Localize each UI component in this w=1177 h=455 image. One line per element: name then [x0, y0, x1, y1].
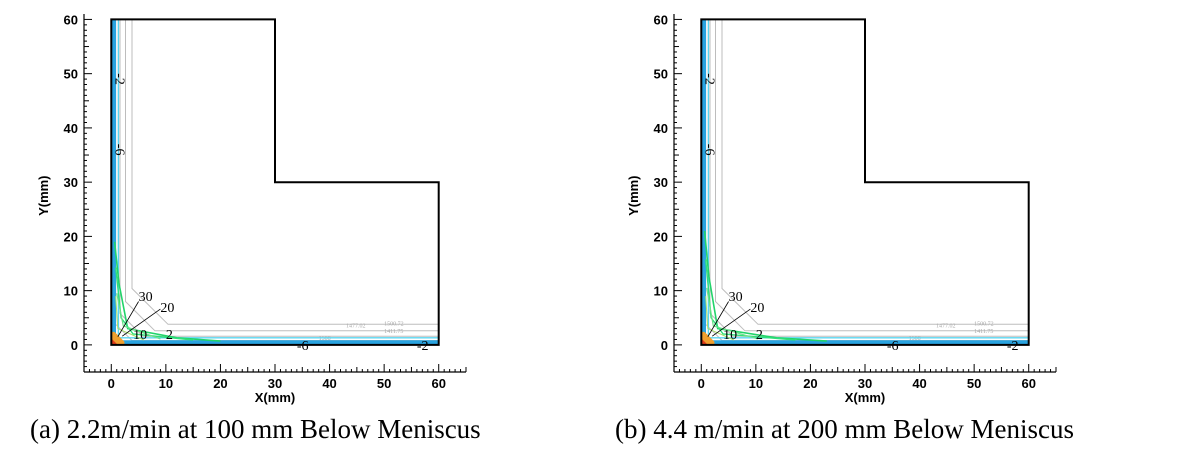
leader-line [121, 308, 161, 337]
x-tick-label: 0 [108, 376, 115, 391]
contour-label: 10 [723, 328, 737, 343]
green-contour [116, 293, 161, 340]
x-tick-label: 10 [749, 376, 763, 391]
x-tick-label: 10 [159, 376, 173, 391]
y-tick-label: 50 [64, 67, 78, 82]
contour-plot-a: 0 10 20 30 40 50 60 0 10 20 30 40 50 60 X(mm) Y(mm) 1477… [36, 12, 467, 405]
caption-a: (a) 2.2m/min at 100 mm Below Meniscus [30, 414, 481, 444]
green-contour [113, 241, 221, 342]
y-tick-label: 0 [661, 338, 668, 353]
corner-hotspot [111, 331, 125, 345]
domain-outline [700, 18, 1030, 346]
contour-label: -2 [111, 73, 126, 85]
cyan-line [117, 19, 439, 339]
isotherm-line [705, 19, 1029, 341]
contour-label: 30 [729, 290, 743, 305]
isotherm-label: 1477.02 [346, 324, 366, 330]
isotherm-label: 1500.72 [974, 321, 994, 327]
leader-line [707, 301, 729, 337]
isotherm-label: 1500.72 [384, 321, 404, 327]
isotherm-label: 1508 [909, 336, 921, 342]
isotherm-label: 1477.02 [936, 324, 956, 330]
isotherm-label: 1411.75 [384, 329, 403, 335]
green-contour [115, 267, 194, 341]
isotherm-line [709, 19, 1029, 337]
y-axis-title: Y(mm) [36, 175, 51, 215]
contour-label: -2 [1007, 339, 1019, 354]
x-tick-label: 20 [803, 376, 817, 391]
contour-label: 20 [160, 301, 174, 316]
x-tick-label: 50 [967, 376, 981, 391]
isotherm-line [715, 19, 1029, 332]
y-tick-label: 20 [654, 229, 668, 244]
green-contour [703, 230, 827, 342]
contour-label: -6 [111, 144, 126, 156]
green-contour [706, 287, 758, 340]
y-tick-label: 20 [64, 229, 78, 244]
chart-panel-b: 0 10 20 30 40 50 60 0 10 20 30 40 50 60 X(mm) Y(mm) 1477… [590, 0, 1170, 455]
yellowgreen-contour [705, 296, 735, 341]
corner-hotspot [701, 331, 715, 345]
cyan-line [707, 19, 1029, 339]
x-tick-label: 60 [1021, 376, 1035, 391]
blue-band [112, 19, 439, 345]
isotherm-label: 1508 [319, 336, 331, 342]
contour-plot-b: 0 10 20 30 40 50 60 0 10 20 30 40 50 60 X(mm) Y(mm) 1477… [626, 12, 1057, 405]
leader-line [117, 301, 139, 337]
contour-label: 2 [166, 328, 173, 343]
caption-b: (b) 4.4 m/min at 200 mm Below Meniscus [615, 414, 1074, 444]
isotherm-line [131, 19, 439, 325]
y-tick-label: 60 [64, 12, 78, 27]
blue-band [702, 19, 1029, 345]
x-axis-title: X(mm) [255, 390, 295, 405]
green-contour [705, 259, 796, 341]
domain-outline [110, 18, 440, 346]
y-tick-label: 10 [64, 284, 78, 299]
y-tick-label: 50 [654, 67, 668, 82]
contour-label: -6 [701, 144, 716, 156]
y-tick-label: 60 [654, 12, 668, 27]
x-tick-label: 40 [912, 376, 926, 391]
y-tick-label: 30 [64, 175, 78, 190]
chart-panel-a: 0 10 20 30 40 50 60 0 10 20 30 40 50 60 X(mm) Y(mm) 1477… [0, 0, 580, 455]
contour-label: -6 [297, 339, 309, 354]
contour-label: 10 [133, 328, 147, 343]
contour-label: 30 [139, 290, 153, 305]
corner-peak [111, 338, 118, 345]
isotherm-line [119, 19, 439, 337]
x-tick-label: 0 [698, 376, 705, 391]
x-tick-label: 30 [858, 376, 872, 391]
x-tick-label: 60 [431, 376, 445, 391]
contour-label: -6 [887, 339, 899, 354]
y-tick-label: 40 [654, 121, 668, 136]
isotherm-line [125, 19, 439, 332]
isotherm-label: 1411.75 [974, 329, 993, 335]
y-tick-label: 0 [71, 338, 78, 353]
y-axis-title: Y(mm) [626, 175, 641, 215]
contour-label: 20 [750, 301, 764, 316]
contour-label: 2 [756, 328, 763, 343]
isotherm-line [721, 19, 1029, 325]
leader-line [711, 308, 751, 337]
y-tick-label: 10 [654, 284, 668, 299]
x-tick-label: 40 [322, 376, 336, 391]
contour-label: -2 [417, 339, 429, 354]
y-tick-label: 40 [64, 121, 78, 136]
contour-label: -2 [701, 73, 716, 85]
x-axis-title: X(mm) [845, 390, 885, 405]
x-tick-label: 20 [213, 376, 227, 391]
y-tick-label: 30 [654, 175, 668, 190]
yellowgreen-contour [115, 296, 145, 341]
x-tick-label: 30 [268, 376, 282, 391]
isotherm-line [115, 19, 439, 341]
x-tick-label: 50 [377, 376, 391, 391]
corner-peak [701, 338, 708, 345]
